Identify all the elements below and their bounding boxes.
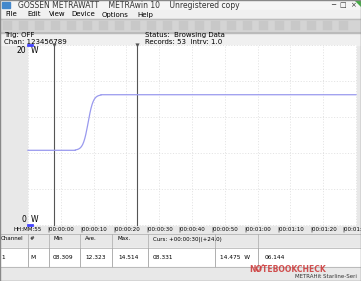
Text: |00:00:00: |00:00:00	[47, 227, 74, 232]
Text: |00:00:40: |00:00:40	[179, 227, 205, 232]
Text: |00:01:30: |00:01:30	[343, 227, 361, 232]
Text: 08.309: 08.309	[53, 255, 74, 260]
Text: Min: Min	[53, 236, 62, 241]
Text: |00:01:10: |00:01:10	[277, 227, 304, 232]
Text: View: View	[49, 12, 66, 17]
Bar	[163, 21, 172, 30]
Bar	[307, 21, 316, 30]
Bar	[195, 21, 204, 30]
Bar	[339, 21, 348, 30]
Text: HH:MM:55: HH:MM:55	[14, 227, 42, 232]
Bar	[291, 21, 300, 30]
Bar	[147, 21, 156, 30]
Text: NOTEBOOKCHECK: NOTEBOOKCHECK	[249, 264, 326, 273]
Text: 1: 1	[1, 255, 5, 260]
Text: 14.475  W: 14.475 W	[220, 255, 250, 260]
Bar	[67, 21, 76, 30]
Text: |00:00:50: |00:00:50	[212, 227, 238, 232]
Bar	[115, 21, 124, 30]
Text: □: □	[340, 2, 346, 8]
Text: |00:00:20: |00:00:20	[113, 227, 140, 232]
Bar	[0, 32, 361, 45]
Text: Channel: Channel	[1, 236, 23, 241]
Bar	[0, 234, 361, 248]
Bar	[28, 45, 356, 225]
Text: 06.144: 06.144	[265, 255, 286, 260]
Text: ✓: ✓	[254, 262, 266, 277]
Text: #: #	[30, 236, 35, 241]
Text: File: File	[5, 12, 17, 17]
Text: |00:00:10: |00:00:10	[80, 227, 107, 232]
Text: M: M	[30, 255, 35, 260]
Text: Chan: 123456789: Chan: 123456789	[4, 38, 67, 44]
Bar	[51, 21, 60, 30]
Bar	[0, 19, 361, 32]
Bar	[2, 2, 10, 8]
Bar	[179, 21, 188, 30]
Text: W: W	[31, 215, 39, 224]
Bar	[0, 10, 361, 19]
Text: Status:  Browsing Data: Status: Browsing Data	[145, 33, 225, 38]
Text: Records: 53  Intrv: 1.0: Records: 53 Intrv: 1.0	[145, 38, 222, 44]
Text: Edit: Edit	[27, 12, 40, 17]
Text: 12.323: 12.323	[85, 255, 105, 260]
Text: ×: ×	[350, 2, 356, 8]
Text: 08.331: 08.331	[153, 255, 174, 260]
Text: 20: 20	[16, 46, 26, 55]
Bar	[275, 21, 284, 30]
Text: Help: Help	[138, 12, 153, 17]
Bar	[99, 21, 108, 30]
Bar	[243, 21, 252, 30]
Text: Ave.: Ave.	[85, 236, 97, 241]
Bar	[0, 267, 361, 281]
Bar	[35, 21, 44, 30]
Bar	[323, 21, 332, 30]
Bar	[83, 21, 92, 30]
Polygon shape	[355, 0, 361, 6]
Bar	[3, 21, 12, 30]
Bar	[259, 21, 268, 30]
Bar	[227, 21, 236, 30]
Bar	[19, 21, 28, 30]
Text: Options: Options	[102, 12, 129, 17]
Text: |00:00:30: |00:00:30	[146, 227, 173, 232]
Text: Device: Device	[71, 12, 95, 17]
Text: Curs: +00:00:30|(+24.0): Curs: +00:00:30|(+24.0)	[153, 236, 222, 241]
Text: |00:01:00: |00:01:00	[244, 227, 271, 232]
Text: METRAHit Starline-Seri: METRAHit Starline-Seri	[295, 275, 357, 280]
Bar	[0, 0, 361, 10]
Text: 0: 0	[21, 215, 26, 224]
Text: ─: ─	[331, 2, 335, 8]
Text: Max.: Max.	[118, 236, 131, 241]
Text: 14.514: 14.514	[118, 255, 138, 260]
Text: Trig: OFF: Trig: OFF	[4, 33, 35, 38]
Bar	[0, 248, 361, 267]
Bar	[131, 21, 140, 30]
Text: |00:01:20: |00:01:20	[310, 227, 336, 232]
Text: W: W	[31, 46, 39, 55]
Bar	[211, 21, 220, 30]
Text: GOSSEN METRAWATT    METRAwin 10    Unregistered copy: GOSSEN METRAWATT METRAwin 10 Unregistere…	[18, 1, 240, 10]
Bar	[0, 32, 361, 33]
